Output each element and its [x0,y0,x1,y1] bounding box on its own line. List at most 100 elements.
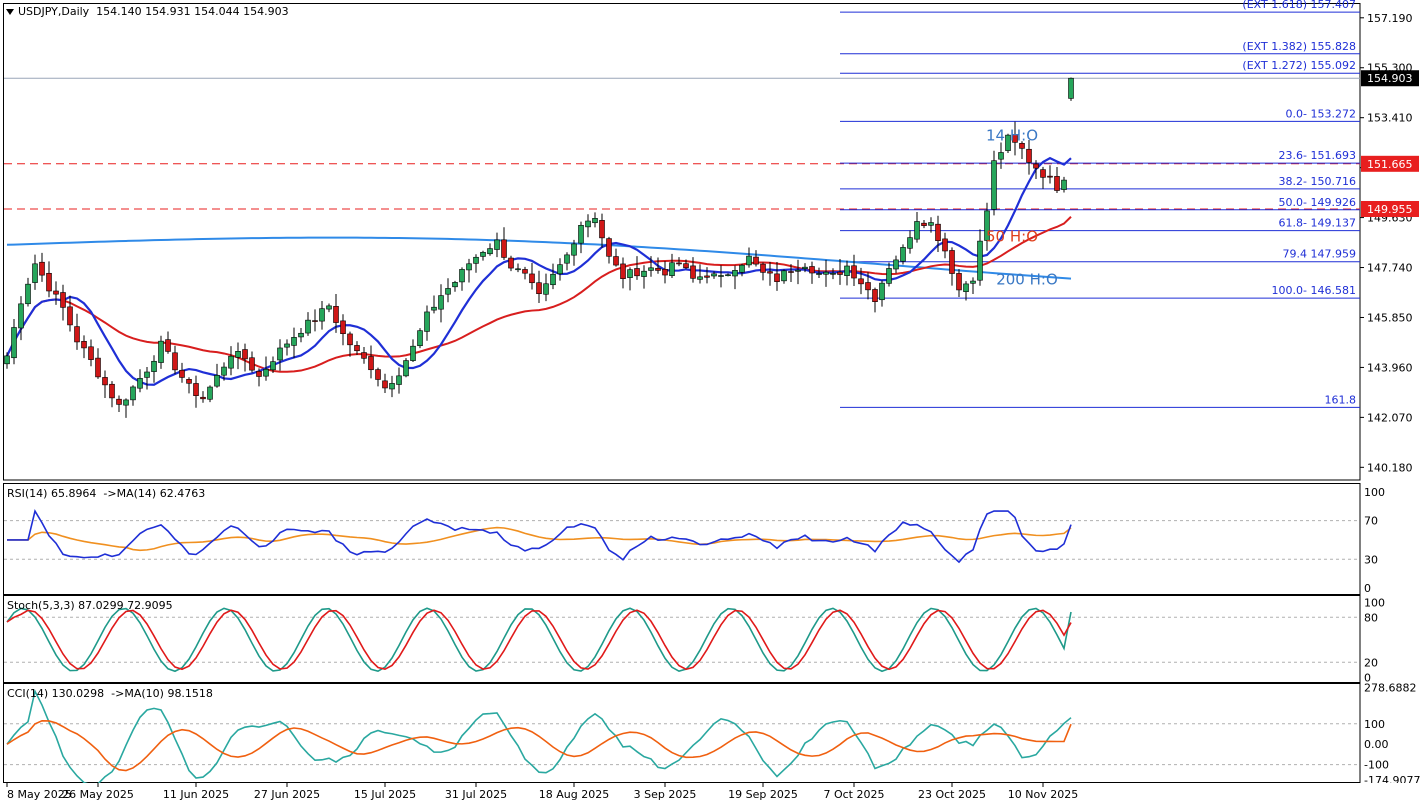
price-tick-label: 147.740 [1367,262,1413,275]
fib-level-label: (EXT 1.618) 157.407 [1242,0,1356,11]
fib-level-label: 100.0- 146.581 [1272,284,1356,297]
candle-body [746,255,752,266]
price-tick-label: 140.180 [1367,461,1413,474]
price-pane: 157.190155.300153.410151.520149.630147.7… [0,0,1424,483]
candle-body [1005,134,1011,151]
candle-body [207,386,213,400]
candle-body [543,283,549,295]
candle-body [956,273,962,291]
candle-body [585,220,591,228]
price-level-tag [1361,200,1419,217]
price-level-tag [1361,155,1419,172]
cci-tick-label: -174.9077 [1364,774,1420,783]
candle-body [774,273,780,282]
candle-body [914,221,920,240]
stoch-tick-label: 0 [1364,671,1371,683]
candle-body [361,352,367,359]
candle-body [837,271,843,275]
candle-body [375,369,381,380]
cci-tick-label: -100 [1364,759,1389,772]
price-level-tag-label: 149.955 [1367,203,1413,216]
candle-body [74,326,80,343]
candle-body [130,386,136,401]
candle-body [438,295,444,310]
candle-body [942,238,948,252]
candle-body [872,289,878,302]
candle-body [550,273,556,286]
candle-body [907,237,913,249]
candle-body [158,340,164,363]
candle-body [193,383,199,396]
fib-level-label: 38.2- 150.716 [1279,175,1356,188]
candle-body [851,265,857,279]
rsi-title: RSI(14) 65.8964 ->MA(14) 62.4763 [7,487,206,500]
candle-body [606,238,612,257]
candle-body [522,269,528,274]
candle-body [179,369,185,378]
candle-body [123,399,129,406]
candle-body [781,270,787,282]
candle-body [11,327,17,359]
candle-body [445,288,451,295]
candle-body [921,222,927,226]
ma50-line [6,216,1072,373]
stoch-tick-label: 80 [1364,611,1378,624]
cci-tick-label: 278.6882 [1364,683,1417,694]
candle-body [816,273,822,275]
price-chart[interactable]: 157.190155.300153.410151.520149.630147.7… [0,0,1424,483]
candle-body [53,290,59,295]
candle-body [739,264,745,273]
stoch-tick-label: 100 [1364,596,1385,609]
fib-level-label: 0.0- 153.272 [1286,107,1356,120]
stoch-title: Stoch(5,3,3) 87.0299 72.9095 [7,599,173,612]
price-plot-frame [3,3,1361,481]
candle-body [424,311,430,332]
candle-body [1040,169,1046,178]
candle-body [144,371,150,378]
candle-body [557,264,563,275]
candle-body [578,224,584,244]
time-tick-label: 19 Sep 2025 [728,788,798,801]
cci-ma-line [6,719,1072,772]
cci-chart[interactable]: 278.6882 100 0.00 -100 -174.9077 [0,683,1424,783]
candle-body [998,152,1004,160]
cci-tick-label: 0.00 [1364,738,1389,751]
candle-body [214,375,220,387]
collapse-triangle-icon[interactable] [6,9,14,15]
candle-body [963,283,969,292]
candle-body [263,368,269,377]
time-tick-label: 10 Nov 2025 [1008,788,1078,801]
candle-body [88,346,94,360]
candle-body [767,271,773,274]
candle-body [823,271,829,275]
candle-body [95,357,101,378]
candle-body [39,261,45,276]
candle-body [928,222,934,226]
stoch-chart[interactable]: 100 80 20 0 [0,595,1424,683]
price-tick-label: 143.960 [1367,361,1413,374]
candle-body [368,356,374,371]
candle-body [165,339,171,352]
candle-body [459,269,465,283]
cci-line [6,688,1072,783]
stoch-main-line [6,607,1072,673]
candle-body [620,263,626,279]
candle-body [137,378,143,389]
candle-body [760,263,766,273]
candle-body [991,160,997,210]
candle-body [515,268,521,271]
candle-body [109,383,115,399]
candle-body [977,240,983,281]
fib-level-label: 61.8- 149.137 [1279,217,1356,230]
candle-body [802,266,808,269]
candle-body [116,398,122,405]
candle-body [32,263,38,283]
candle-body [452,282,458,288]
candle-body [662,268,668,276]
candle-body [536,282,542,295]
price-tick-label: 157.190 [1367,12,1413,25]
time-tick-label: 3 Sep 2025 [634,788,697,801]
candle-body [333,306,339,323]
rsi-chart[interactable]: 100 70 30 0 [0,483,1424,595]
